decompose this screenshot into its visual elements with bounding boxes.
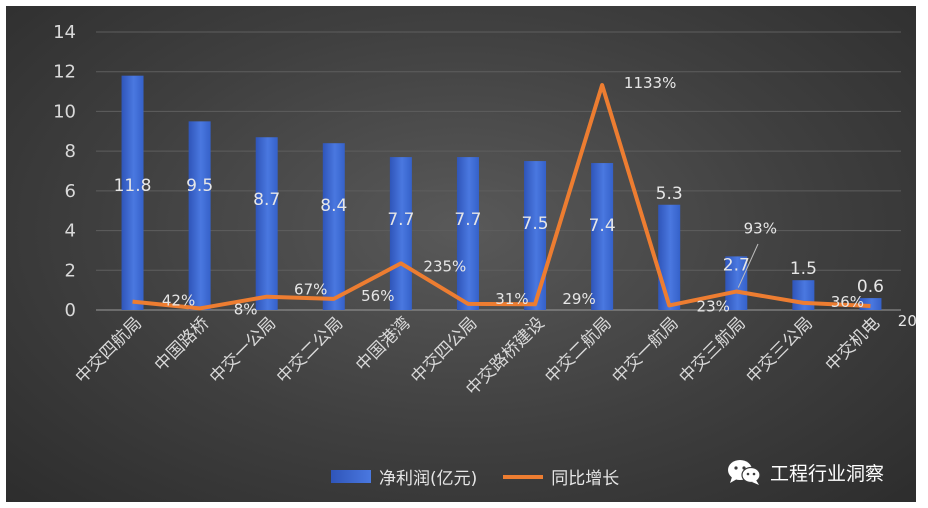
bar-value-label: 7.5 [522,214,549,234]
growth-value-label: 20% [898,312,916,330]
y-tick-label: 0 [65,300,76,321]
bar-value-label: 7.4 [589,216,616,236]
growth-value-label: 1133% [624,74,676,92]
y-tick-label: 2 [65,260,76,281]
bar [121,75,144,310]
growth-value-label: 42% [162,292,195,310]
growth-value-label: 93% [744,220,777,238]
bar-value-label: 2.7 [723,255,750,275]
growth-value-label: 36% [831,293,864,311]
growth-value-label: 31% [495,290,528,308]
y-tick-label: 14 [53,22,76,43]
x-category-label: 中国路桥 [151,313,213,375]
bar [658,204,681,310]
legend-bar-label: 净利润(亿元) [379,469,478,489]
legend-item-line[interactable]: 同比增长 [503,464,619,489]
chart-panel: 0 2 4 6 8 10 12 14 11.8 9.5 8.7 8.4 7.7 7.7 7.5 7.4 5.3… [6,6,916,502]
bar-value-label: 1.5 [790,259,817,279]
combo-chart: 0 2 4 6 8 10 12 14 11.8 9.5 8.7 8.4 7.7 7.7 7.5 7.4 5.3… [53,22,916,400]
bar [389,157,412,310]
x-category-label: 中交一航局 [608,313,682,387]
legend-bar-swatch [331,470,371,483]
legend-line-label: 同比增长 [551,469,620,489]
bar [792,280,815,310]
bar [524,161,547,310]
bar [322,143,345,310]
bar-value-label: 7.7 [454,210,481,230]
bar-value-label: 5.3 [656,184,683,204]
growth-value-label: 67% [294,281,327,299]
legend-item-bar[interactable]: 净利润(亿元) [331,464,477,489]
growth-value-label: 56% [361,287,394,305]
wechat-icon [728,460,761,485]
gridlines [96,31,901,311]
bar-value-label: 8.7 [253,190,280,210]
growth-value-label: 8% [234,300,258,318]
bar [456,157,479,310]
y-tick-label: 6 [65,181,76,202]
legend-line-swatch [503,474,544,479]
y-tick-label: 12 [53,62,76,83]
line-data-labels: 42% 8% 67% 56% 235% 31% 29% 1133% 23% 93% 36% 20% [162,74,916,330]
bar-value-label: 9.5 [186,176,213,196]
bar [591,163,614,310]
growth-value-label: 23% [697,297,730,315]
x-category-label: 中交二航局 [541,313,615,387]
bar-series [121,75,882,310]
x-category-label: 中国港湾 [352,313,414,375]
growth-line [132,83,871,311]
y-axis-ticks: 0 2 4 6 8 10 12 14 [53,22,76,321]
x-category-label: 中交一公局 [206,313,280,387]
bar-value-label: 0.6 [857,277,884,297]
bar-value-label: 7.7 [387,210,414,230]
bar [725,256,748,310]
x-category-label: 中交二公局 [273,313,347,387]
y-tick-label: 10 [53,101,76,122]
x-category-label: 中交三公局 [743,313,817,387]
bar-value-label: 11.8 [114,176,152,196]
watermark-text: 工程行业洞察 [770,462,885,485]
growth-value-label: 29% [562,290,595,308]
bar [188,121,211,310]
legend: 净利润(亿元) 同比增长 [331,464,645,489]
x-category-label: 中交机电 [822,313,884,375]
watermark: 工程行业洞察 [726,458,884,486]
label-leader-line [737,243,759,288]
bar [255,137,278,310]
bar-value-label: 8.4 [320,196,347,216]
y-tick-label: 4 [65,221,76,242]
bar-data-labels: 11.8 9.5 8.7 8.4 7.7 7.7 7.5 7.4 5.3 2.7 1.5 0.6 [114,176,884,297]
y-tick-label: 8 [65,141,76,162]
growth-value-label: 235% [423,257,466,275]
x-category-label: 中交四航局 [72,313,146,387]
x-category-label: 中交三航局 [676,313,750,387]
line-series [132,83,871,311]
